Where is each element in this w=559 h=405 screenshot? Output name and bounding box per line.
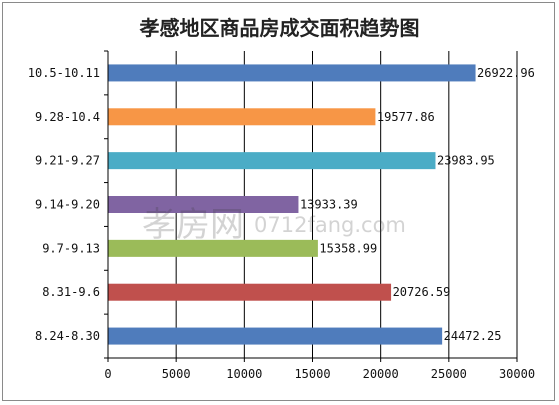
category-label: 9.7-9.13 (42, 241, 100, 255)
x-tick-label: 25000 (431, 367, 467, 381)
value-label: 19577.86 (377, 110, 435, 124)
category-label: 8.31-9.6 (42, 285, 100, 299)
value-label: 20726.59 (393, 285, 451, 299)
bar-9.7-9.13 (108, 239, 318, 257)
bar-9.14-9.20 (108, 196, 299, 213)
value-label: 23983.95 (437, 154, 495, 168)
value-label: 15358.99 (319, 241, 377, 255)
x-tick-label: 10000 (226, 367, 262, 381)
chart-title: 孝感地区商品房成交面积趋势图 (139, 16, 420, 40)
value-label: 13933.39 (300, 198, 358, 212)
bars-layer: 26922.96 19577.86 23983.95 13933.39 15358.99… (108, 64, 535, 345)
watermark: 孝房网 0712fang.com (142, 205, 406, 245)
watermark-brand: 孝房网 (142, 205, 244, 245)
bar-8.24-8.30 (108, 327, 443, 345)
x-tick-label: 0 (104, 367, 111, 381)
category-label: 8.24-8.30 (35, 329, 100, 343)
axis-layer: 0 5000 10000 15000 20000 25000 30000 10.5-10.11… (28, 50, 535, 381)
category-label: 9.28-10.4 (35, 110, 100, 124)
x-tick-label: 20000 (363, 367, 399, 381)
value-label: 24472.25 (444, 329, 502, 343)
bar-9.21-9.27 (108, 152, 436, 170)
value-label: 26922.96 (477, 66, 535, 80)
x-tick-label: 30000 (499, 367, 535, 381)
category-label: 9.14-9.20 (35, 198, 100, 212)
x-tick-label: 5000 (162, 367, 191, 381)
category-label: 10.5-10.11 (28, 66, 100, 80)
category-label: 9.21-9.27 (35, 154, 100, 168)
watermark-site: 0712fang.com (254, 213, 406, 237)
bar-10.5-10.11 (108, 64, 476, 82)
bar-8.31-9.6 (108, 283, 392, 301)
x-tick-label: 15000 (294, 367, 330, 381)
bar-9.28-10.4 (108, 108, 376, 126)
